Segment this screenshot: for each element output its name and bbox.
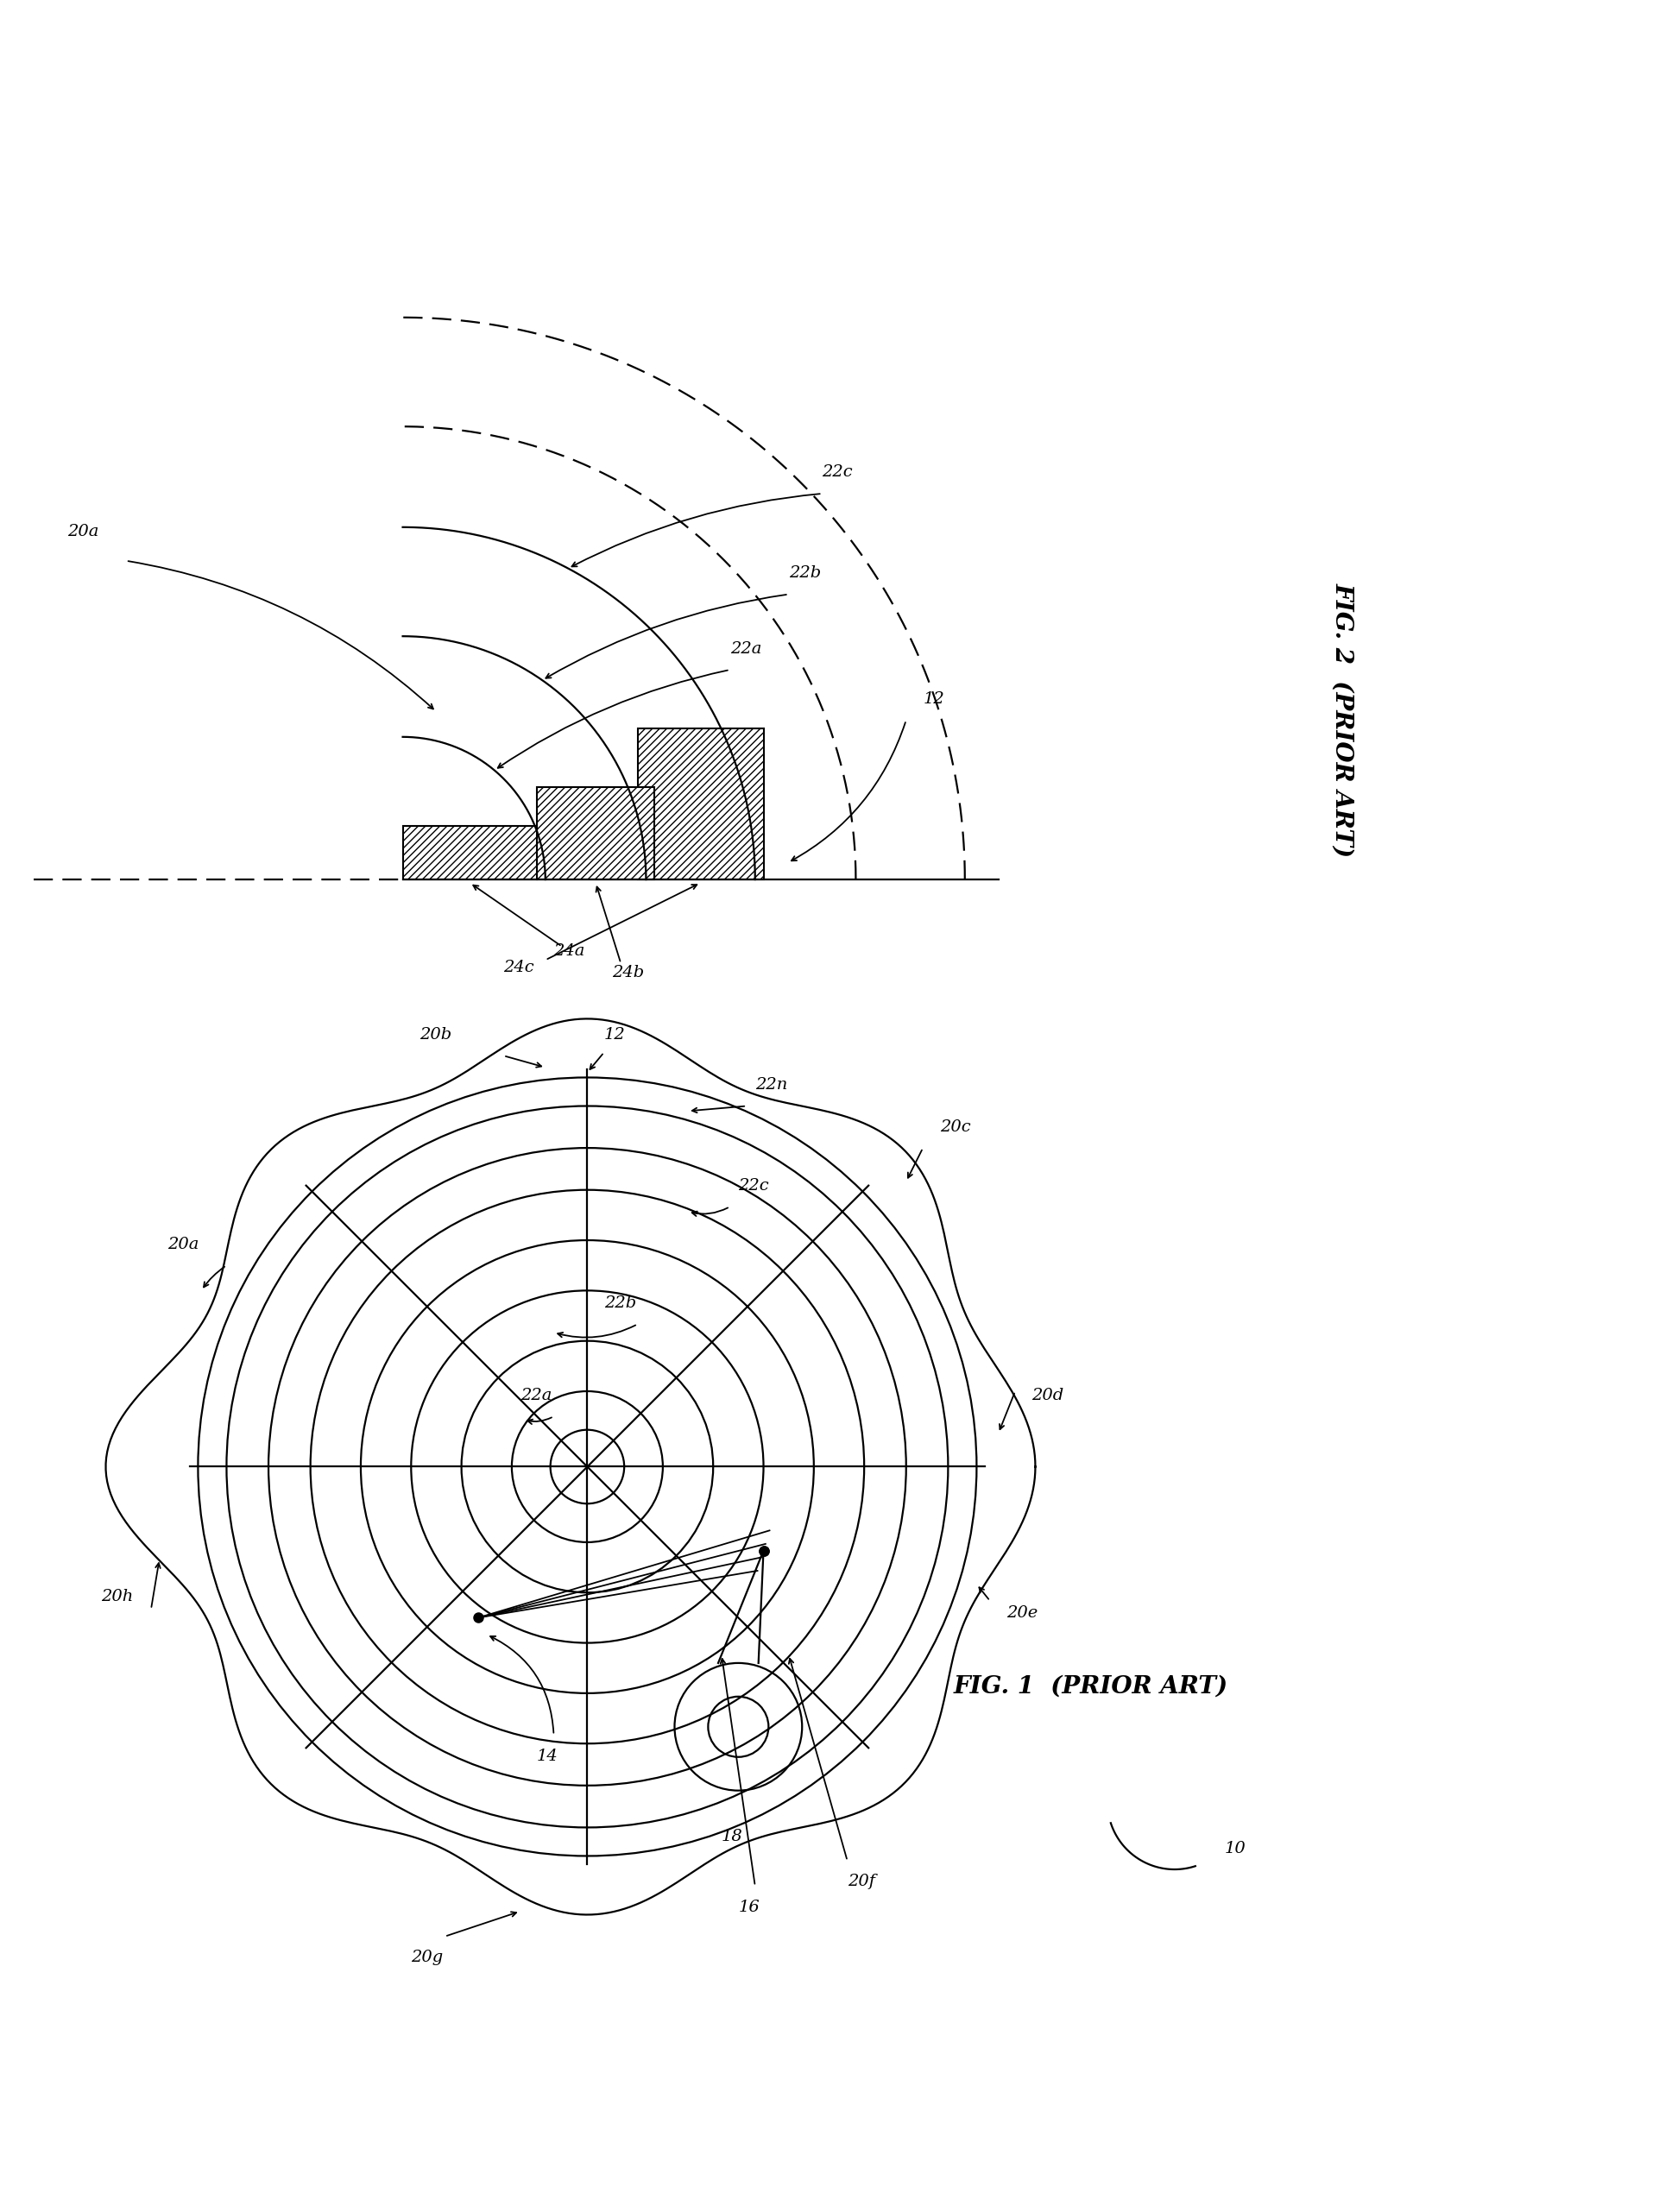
Text: 20d: 20d (1032, 1387, 1064, 1402)
Text: FIG. 2  (PRIOR ART): FIG. 2 (PRIOR ART) (1331, 582, 1354, 858)
Polygon shape (638, 728, 763, 880)
Text: 20g: 20g (411, 1949, 443, 1964)
Text: 10: 10 (1225, 1840, 1247, 1856)
Text: 24c: 24c (503, 960, 534, 975)
Text: 14: 14 (537, 1747, 559, 1763)
Text: 20h: 20h (101, 1588, 133, 1604)
Text: 22n: 22n (755, 1077, 787, 1093)
Text: 22a: 22a (520, 1387, 552, 1402)
Text: 22b: 22b (789, 566, 821, 582)
Text: 20b: 20b (420, 1026, 451, 1042)
Text: 24a: 24a (554, 942, 586, 958)
Text: FIG. 1  (PRIOR ART): FIG. 1 (PRIOR ART) (953, 1674, 1228, 1699)
Text: 22c: 22c (738, 1177, 769, 1192)
Text: 22c: 22c (822, 465, 852, 480)
Text: 20a: 20a (168, 1237, 200, 1252)
Text: 18: 18 (722, 1829, 743, 1845)
Text: 22a: 22a (730, 641, 762, 657)
Text: 12: 12 (604, 1026, 626, 1042)
Polygon shape (537, 787, 654, 880)
Text: 24b: 24b (612, 964, 644, 980)
Polygon shape (403, 825, 537, 880)
Text: 16: 16 (738, 1900, 760, 1916)
Text: 20f: 20f (847, 1874, 874, 1889)
Text: 12: 12 (923, 692, 945, 708)
Text: 22b: 22b (604, 1296, 636, 1312)
Text: 20a: 20a (67, 524, 99, 540)
Text: 20c: 20c (940, 1119, 970, 1135)
Text: 20e: 20e (1007, 1606, 1039, 1621)
